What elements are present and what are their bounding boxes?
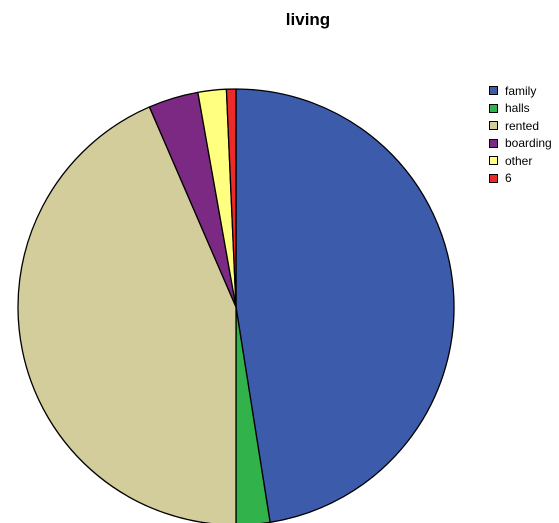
legend-item-halls: halls <box>489 100 552 118</box>
legend-swatch <box>489 173 498 183</box>
legend-swatch <box>489 156 498 166</box>
legend-swatch <box>489 103 498 113</box>
pie-slices <box>17 88 455 523</box>
legend: family halls rented boarding other 6 <box>489 82 552 187</box>
legend-label: family <box>505 83 537 98</box>
pie-slice-family <box>235 88 455 523</box>
legend-item-boarding: boarding <box>489 135 552 153</box>
legend-label: 6 <box>505 171 512 186</box>
pie-slice-halls <box>235 306 271 523</box>
legend-item-rented: rented <box>489 117 552 135</box>
legend-label: other <box>505 153 533 168</box>
legend-swatch <box>489 86 498 96</box>
pie-slice-rented <box>17 106 237 523</box>
legend-label: boarding <box>505 136 552 151</box>
legend-item-family: family <box>489 82 552 100</box>
pie-slice-6 <box>225 88 237 308</box>
legend-label: halls <box>505 101 530 116</box>
legend-swatch <box>489 121 498 131</box>
legend-item-other: other <box>489 152 552 170</box>
legend-swatch <box>489 138 498 148</box>
legend-label: rented <box>505 118 540 133</box>
chart-title: living <box>285 10 331 29</box>
legend-item-6: 6 <box>489 170 552 188</box>
